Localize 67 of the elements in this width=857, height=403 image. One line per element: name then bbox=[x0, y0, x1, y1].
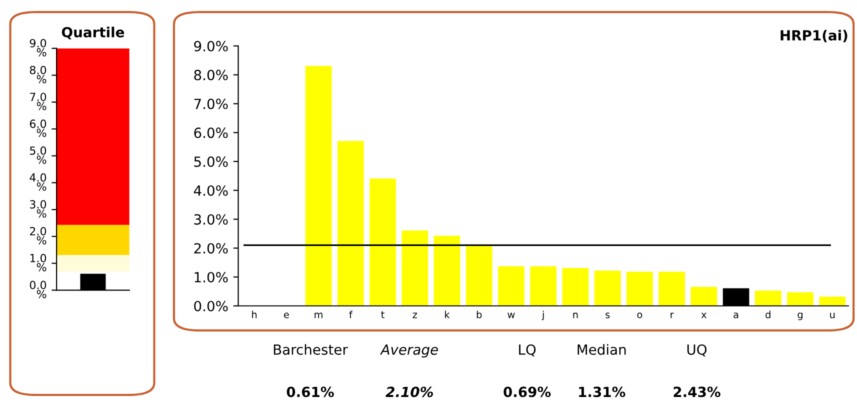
y-tick-label: 2.0 % bbox=[30, 227, 46, 244]
bar bbox=[690, 286, 718, 306]
y-tick-label: 6.0% bbox=[194, 128, 228, 138]
text: Average bbox=[380, 344, 438, 358]
y-tick-label: 9.0 % bbox=[30, 38, 46, 56]
bar bbox=[594, 270, 621, 306]
x-tick-label: d bbox=[766, 310, 770, 318]
bar bbox=[530, 266, 557, 306]
x-tick-label: h bbox=[252, 310, 257, 318]
x-tick-label: u bbox=[830, 312, 835, 318]
x-tick-label: a bbox=[734, 312, 738, 318]
x-tick-label: s bbox=[606, 312, 610, 318]
y-tick-label: 8.0% bbox=[194, 70, 228, 80]
x-tick-label: r bbox=[670, 312, 674, 318]
y-tick-label: 4.0 % bbox=[30, 173, 46, 191]
bar bbox=[626, 272, 653, 306]
y-tick-label: 8.0 % bbox=[30, 66, 46, 84]
text: LQ bbox=[519, 344, 536, 356]
x-tick-label: z bbox=[412, 312, 418, 318]
y-tick-label: 2.0% bbox=[194, 243, 228, 254]
bar bbox=[562, 268, 589, 306]
bar bbox=[434, 236, 460, 306]
bar bbox=[466, 245, 492, 306]
text: 0.61% bbox=[286, 386, 334, 398]
text: Median bbox=[578, 344, 626, 355]
text: UQ bbox=[687, 344, 707, 356]
bar bbox=[337, 140, 364, 306]
text: 1.31% bbox=[579, 386, 626, 398]
bar bbox=[402, 230, 428, 306]
bar bbox=[305, 66, 332, 306]
text: Barchester bbox=[274, 344, 348, 355]
y-tick-label: 3.0 % bbox=[30, 200, 46, 218]
x-tick-label: k bbox=[445, 310, 450, 318]
x-tick-label: o bbox=[637, 312, 642, 318]
x-tick-label: g bbox=[798, 312, 802, 320]
bar bbox=[658, 272, 685, 306]
y-tick-label: 1.0% bbox=[194, 272, 228, 282]
x-tick-label: n bbox=[573, 312, 578, 318]
x-tick-label: w bbox=[508, 312, 515, 318]
x-tick-label: f bbox=[349, 310, 353, 318]
text: 0.69% bbox=[504, 386, 551, 398]
bar bbox=[370, 178, 396, 306]
y-tick-label: 0.0% bbox=[194, 300, 228, 312]
bar bbox=[787, 292, 814, 306]
y-tick-label: 7.0% bbox=[194, 98, 228, 110]
y-tick-label: 6.0 % bbox=[30, 120, 46, 138]
bar bbox=[819, 296, 846, 306]
y-tick-label: 7.0 % bbox=[30, 92, 46, 110]
x-tick-label: t bbox=[381, 311, 384, 318]
x-tick-label: m bbox=[314, 312, 322, 318]
x-tick-label: x bbox=[701, 312, 706, 318]
x-tick-label: j bbox=[542, 310, 544, 320]
chart-title: HRP1(ai) bbox=[780, 30, 848, 42]
y-tick-label: 0.0 % bbox=[30, 280, 46, 298]
y-tick-label: 1.0 % bbox=[30, 254, 46, 272]
x-tick-label: b bbox=[476, 310, 482, 318]
bar bbox=[498, 266, 524, 306]
y-tick-label: 5.0 % bbox=[30, 146, 46, 164]
text: 2.43% bbox=[674, 386, 720, 398]
x-tick-label: e bbox=[284, 312, 289, 318]
text: 2.10% bbox=[386, 386, 433, 398]
y-tick-label: 4.0% bbox=[194, 185, 228, 196]
bar bbox=[754, 290, 782, 306]
y-tick-label: 9.0% bbox=[194, 40, 228, 52]
y-tick-label: 5.0% bbox=[194, 156, 228, 167]
chart-title: Quartile bbox=[62, 26, 124, 40]
y-tick-label: 3.0% bbox=[194, 214, 228, 225]
